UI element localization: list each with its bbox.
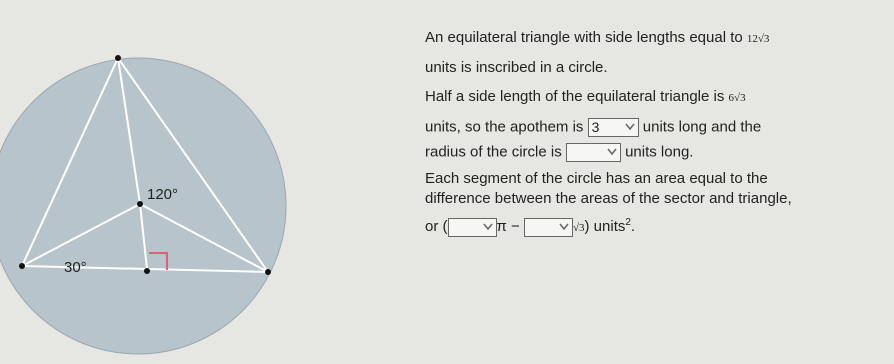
line: Half a side length of the equilateral tr… — [425, 88, 746, 105]
text: units long and the — [642, 118, 762, 136]
chevron — [625, 123, 635, 131]
text: Half a side length of the equilateral tr… — [425, 88, 725, 105]
line: units is inscribed in a circle. — [425, 59, 608, 76]
exponent: 2 — [625, 217, 631, 228]
text: units — [593, 218, 626, 235]
text: An equilateral triangle with side length… — [425, 29, 743, 46]
vertex — [115, 55, 121, 61]
text: or ( — [425, 218, 448, 235]
text: Each segment of the circle has an area e… — [425, 170, 768, 187]
math: 12√3 — [746, 33, 770, 45]
center — [137, 201, 143, 207]
dropdown[interactable] — [523, 217, 573, 237]
dropdown[interactable]: 3 — [587, 118, 639, 137]
text: units is inscribed in a circle. — [425, 59, 608, 76]
line: difference between the areas of the sect… — [425, 190, 792, 207]
text: π − — [496, 218, 520, 235]
dropdown-value: 3 — [591, 119, 600, 135]
line: An equilateral triangle with side length… — [425, 29, 769, 46]
chevron — [482, 223, 493, 230]
dropdown[interactable] — [447, 217, 497, 237]
radius — [139, 203, 269, 273]
apothem — [139, 203, 148, 270]
math: 6√3 — [728, 92, 746, 104]
chevron — [559, 223, 569, 230]
line: or ( π − √3) units2. — [425, 217, 635, 237]
text: units, so the apothem is — [425, 118, 584, 136]
vertex — [19, 263, 25, 269]
line: units, so the apothem is 3 units long an… — [425, 118, 761, 137]
diagram: 120° 30° — [0, 55, 287, 355]
angle-label: 30° — [64, 259, 87, 276]
midpoint — [144, 268, 150, 274]
text: units long. — [625, 143, 694, 161]
radius — [21, 203, 141, 267]
dropdown[interactable] — [565, 143, 621, 162]
text: ) — [584, 218, 590, 235]
vertex — [265, 269, 271, 275]
text: radius of the circle is — [425, 143, 562, 161]
right-angle-mark — [149, 252, 168, 270]
text: . — [630, 218, 636, 235]
line: radius of the circle is units long. — [425, 143, 693, 162]
text: difference between the areas of the sect… — [425, 190, 792, 207]
chevron — [607, 148, 617, 156]
angle-label: 120° — [147, 186, 178, 203]
math: √3 — [572, 222, 585, 234]
radius — [117, 57, 141, 205]
line: Each segment of the circle has an area e… — [425, 170, 768, 187]
